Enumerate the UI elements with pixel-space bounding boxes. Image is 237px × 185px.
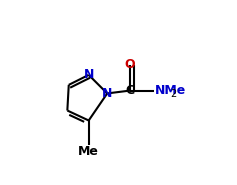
Text: 2: 2 bbox=[170, 89, 176, 99]
Text: N: N bbox=[102, 87, 112, 100]
Text: NMe: NMe bbox=[155, 84, 186, 97]
Text: C: C bbox=[125, 84, 135, 97]
Text: N: N bbox=[83, 68, 94, 81]
Text: O: O bbox=[125, 58, 135, 71]
Text: Me: Me bbox=[78, 145, 99, 158]
